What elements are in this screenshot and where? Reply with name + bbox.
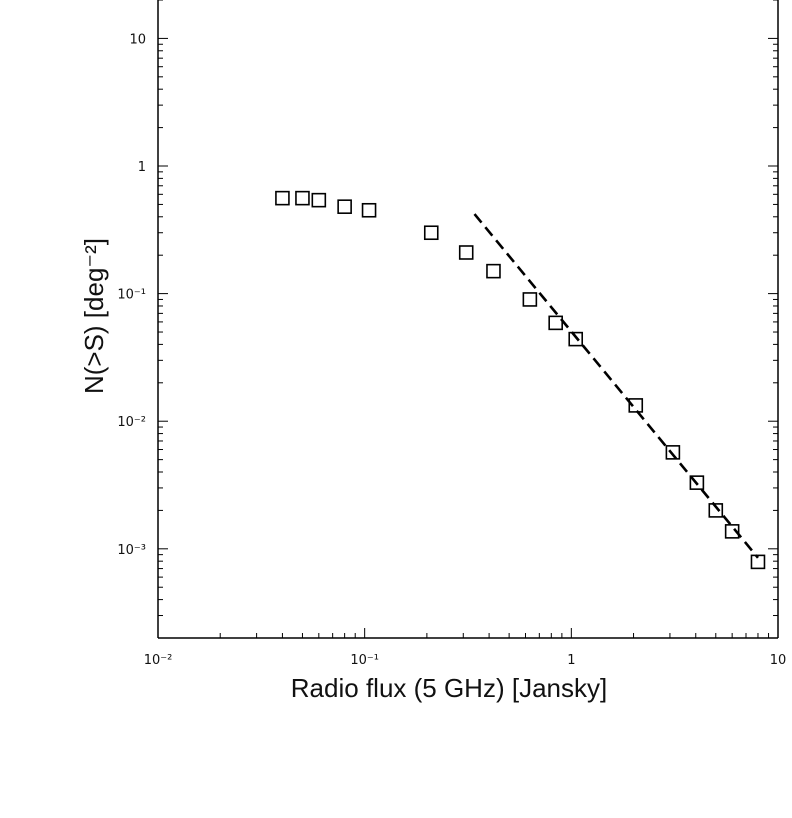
data-point-square [548, 315, 563, 331]
axis-ticks-layer [157, 0, 779, 639]
data-point-square [275, 190, 290, 206]
series-layer [275, 190, 766, 570]
plot-frame-layer [157, 0, 779, 639]
data-point-square [522, 292, 538, 307]
data-point-square [689, 475, 705, 490]
x-tick-label: 10⁻¹ [350, 653, 379, 668]
y-tick-label: 10⁻³ [117, 543, 146, 558]
data-point-square [337, 199, 352, 214]
data-point-square [568, 331, 584, 347]
x-tick-label: 10 [770, 653, 787, 668]
x-tick-label: 10⁻² [144, 653, 173, 668]
tick-labels-layer: 10⁻² 10⁻¹ 1 10 10⁻³ 10⁻² 10⁻¹ 1 10 [117, 32, 786, 668]
power-law-fit-line [473, 213, 759, 559]
y-tick-label: 10⁻¹ [117, 288, 146, 303]
x-tick-label: 1 [567, 653, 575, 668]
data-point-square [311, 192, 327, 208]
x-axis-title: Radio flux (5 GHz) [Jansky] [291, 673, 607, 703]
y-tick-label: 10⁻² [117, 415, 146, 430]
y-tick-label: 1 [138, 160, 146, 175]
data-point-square [486, 263, 501, 279]
data-point-square [750, 554, 766, 570]
data-point-square [708, 503, 724, 518]
data-point-square [665, 445, 681, 460]
data-point-square [724, 524, 740, 539]
data-point-square [295, 190, 310, 206]
y-axis-title: N(>S) [deg⁻²] [79, 238, 109, 394]
data-point-square [423, 225, 439, 241]
data-point-square [361, 202, 377, 218]
y-tick-label: 10 [129, 32, 146, 47]
data-point-square [458, 245, 474, 260]
scatter-series [275, 190, 766, 570]
data-point-square [628, 398, 644, 413]
